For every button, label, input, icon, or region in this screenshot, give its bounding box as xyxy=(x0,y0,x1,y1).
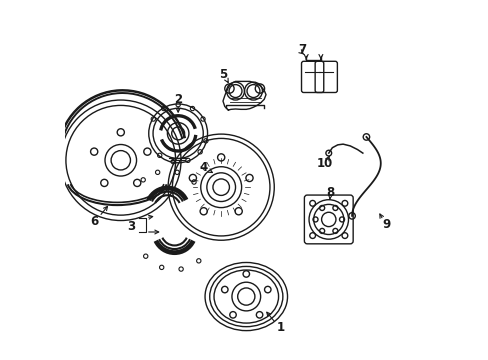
Text: 9: 9 xyxy=(381,218,389,231)
Text: 2: 2 xyxy=(174,93,182,106)
Text: 6: 6 xyxy=(90,215,99,228)
Text: 10: 10 xyxy=(316,157,333,170)
Text: 3: 3 xyxy=(127,220,135,233)
Text: 5: 5 xyxy=(219,68,226,81)
Text: 8: 8 xyxy=(326,186,334,199)
Text: 4: 4 xyxy=(199,161,207,174)
Text: 1: 1 xyxy=(276,321,284,334)
Text: 7: 7 xyxy=(297,42,305,55)
